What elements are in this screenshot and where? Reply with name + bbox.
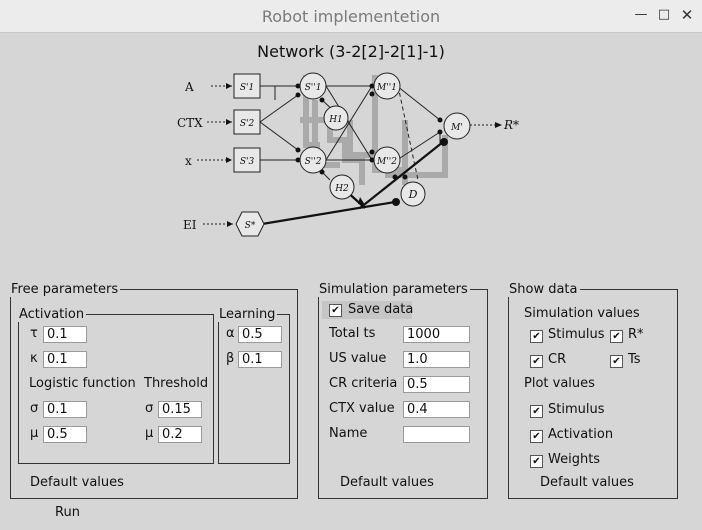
run-button[interactable]: Run (55, 505, 80, 520)
rstar-checkbox[interactable]: ✔ (610, 330, 623, 343)
alpha-label: α (226, 326, 235, 341)
show-data-group: Show data (508, 282, 678, 499)
close-icon[interactable]: ✕ (680, 6, 694, 24)
node-s3 (233, 147, 261, 173)
threshold-mu-label: μ (145, 426, 154, 441)
plot-values-label: Plot values (524, 376, 595, 391)
save-data-checkbox[interactable]: ✔ (329, 304, 342, 317)
total-ts-label: Total ts (329, 326, 376, 341)
cr-criteria-label: CR criteria (329, 376, 398, 391)
show-data-default-button[interactable]: Default values (540, 475, 634, 490)
svg-text:S''1: S''1 (305, 83, 322, 93)
logistic-function-label: Logistic function (29, 376, 136, 391)
kappa-label: κ (30, 351, 38, 366)
sigma-field[interactable] (43, 401, 87, 418)
svg-text:S*: S* (245, 221, 256, 231)
activation-label: Activation (548, 427, 614, 442)
stimulus-label: Stimulus (548, 327, 605, 342)
input-ei: EI (183, 218, 197, 232)
node-se (235, 211, 265, 237)
svg-text:S'2: S'2 (240, 119, 255, 129)
node-h2 (329, 174, 355, 200)
save-data-highlight (322, 301, 412, 319)
svg-text:S'3: S'3 (240, 157, 255, 167)
mu-field[interactable] (43, 426, 87, 443)
output-rstar: R* (503, 118, 519, 132)
us-value-field[interactable] (403, 351, 470, 368)
simulation-default-button[interactable]: Default values (340, 475, 434, 490)
node-m2 (373, 146, 401, 174)
activation-checkbox[interactable]: ✔ (530, 430, 543, 443)
free-parameters-legend: Free parameters (11, 282, 119, 297)
weights-checkbox[interactable]: ✔ (530, 455, 543, 468)
learning-legend: Learning (219, 307, 276, 322)
free-parameters-group: Free parameters (10, 282, 298, 499)
maximize-icon[interactable]: □ (657, 7, 671, 22)
stimulus-checkbox[interactable]: ✔ (530, 330, 543, 343)
sigma-label: σ (30, 401, 39, 416)
svg-text:S''2: S''2 (305, 157, 322, 167)
cr-criteria-field[interactable] (403, 376, 470, 393)
svg-text:M': M' (450, 123, 463, 133)
mu-label: μ (30, 426, 39, 441)
ctx-value-label: CTX value (329, 401, 395, 416)
input-a: A (184, 80, 194, 94)
beta-field[interactable] (238, 351, 282, 368)
input-ctx: CTX (177, 116, 203, 130)
svg-text:M''1: M''1 (376, 83, 397, 93)
show-data-legend: Show data (509, 282, 578, 297)
node-s2 (233, 109, 261, 135)
ts-checkbox[interactable]: ✔ (610, 355, 623, 368)
activation-legend: Activation (19, 307, 85, 322)
simulation-parameters-legend: Simulation parameters (319, 282, 468, 297)
node-sh1 (299, 72, 327, 100)
node-h1 (323, 105, 349, 131)
cr-checkbox[interactable]: ✔ (530, 355, 543, 368)
name-label: Name (329, 426, 368, 441)
svg-text:H2: H2 (334, 184, 349, 194)
threshold-sigma-label: σ (145, 401, 154, 416)
window-title: Robot implementetion (261, 7, 441, 26)
beta-label: β (226, 351, 235, 366)
node-mo (443, 112, 471, 140)
svg-text:M''2: M''2 (376, 157, 397, 167)
total-ts-field[interactable] (403, 326, 470, 343)
free-params-default-button[interactable]: Default values (30, 475, 124, 490)
diagram-labels: A CTX x EI R* (177, 80, 519, 232)
plot-stimulus-label: Stimulus (548, 402, 605, 417)
input-x: x (185, 154, 192, 168)
node-d (400, 181, 426, 207)
tau-field[interactable] (43, 326, 87, 343)
us-value-label: US value (329, 351, 387, 366)
activation-group: Activation (18, 307, 214, 464)
svg-text:S'1: S'1 (240, 83, 254, 93)
connections (197, 85, 500, 225)
name-field[interactable] (403, 426, 470, 443)
simulation-values-label: Simulation values (524, 306, 640, 321)
threshold-sigma-field[interactable] (158, 401, 202, 418)
svg-text:D: D (408, 188, 418, 201)
cr-label: CR (548, 352, 567, 367)
node-sh2 (299, 146, 327, 174)
threshold-mu-field[interactable] (158, 426, 202, 443)
plot-stimulus-checkbox[interactable]: ✔ (530, 405, 543, 418)
diagram-title: Network (3-2[2]-2[1]-1) (257, 42, 445, 61)
simulation-parameters-group: Simulation parameters (318, 282, 488, 499)
save-data-label: Save data (348, 302, 414, 317)
kappa-field[interactable] (43, 351, 87, 368)
ts-label: Ts (628, 352, 641, 367)
learning-group: Learning (218, 307, 290, 464)
ctx-value-field[interactable] (403, 401, 470, 418)
weights-label: Weights (548, 452, 601, 467)
title-bar: Robot implementetion — □ ✕ (0, 0, 702, 33)
minimize-icon[interactable]: — (634, 7, 648, 22)
threshold-label: Threshold (144, 376, 209, 391)
rstar-label: R* (628, 327, 644, 342)
node-m1 (373, 72, 401, 100)
alpha-field[interactable] (238, 326, 282, 343)
svg-text:H1: H1 (328, 115, 343, 125)
network-diagram: A CTX x EI R* S'1 S'2 S'3 S''1 S''2 H1 H… (177, 72, 519, 237)
tau-label: τ (30, 326, 38, 341)
node-s1 (233, 73, 261, 99)
